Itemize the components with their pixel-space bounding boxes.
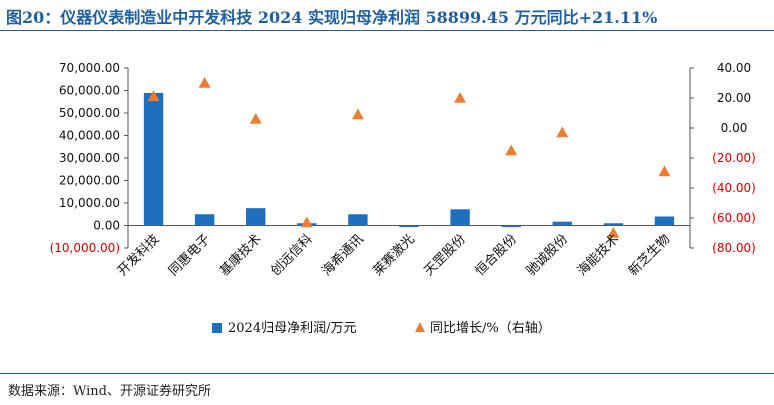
marker-海能技术 — [607, 227, 620, 238]
bar-海希通讯 — [348, 214, 368, 226]
title-divider — [0, 30, 774, 31]
left-tick-label: 30,000.00 — [59, 151, 120, 165]
left-tick-label: 70,000.00 — [59, 61, 120, 75]
bar-恒合股份 — [501, 225, 521, 228]
right-tick-label: (80.00) — [712, 241, 756, 255]
legend-marker-label: 同比增长/%（右轴） — [430, 321, 551, 336]
left-tick-label: 60,000.00 — [59, 84, 120, 98]
marker-基康技术 — [249, 113, 262, 124]
bar-莱赛激光 — [399, 225, 419, 228]
right-tick-label: 20.00 — [717, 91, 751, 105]
right-tick-label: (60.00) — [712, 211, 756, 225]
category-label: 创远信科 — [268, 232, 315, 279]
category-label: 驰诚股份 — [524, 232, 571, 279]
left-tick-label: 20,000.00 — [59, 174, 120, 188]
right-tick-label: 40.00 — [717, 61, 751, 75]
left-tick-label: 40,000.00 — [59, 129, 120, 143]
legend-bar-swatch — [212, 323, 222, 333]
category-label: 海能技术 — [575, 232, 622, 279]
right-tick-label: 0.00 — [721, 121, 748, 135]
chart-title: 图20：仪器仪表制造业中开发科技 2024 实现归母净利润 58899.45 万… — [6, 8, 658, 27]
legend-marker-swatch — [415, 322, 425, 332]
left-tick-label: 10,000.00 — [59, 196, 120, 210]
marker-开发科技 — [147, 90, 160, 102]
legend-bar-label: 2024归母净利润/万元 — [228, 321, 356, 336]
category-label: 新芝生物 — [625, 231, 673, 279]
category-label: 开发科技 — [114, 231, 162, 279]
chart-area: 70,000.00 60,000.00 50,000.00 40,000.00 30,0… — [50, 61, 756, 336]
bar-海能技术 — [603, 223, 624, 226]
marker-天罡股份 — [454, 92, 467, 103]
marker-同惠电子 — [198, 77, 211, 88]
category-label: 天罡股份 — [422, 232, 469, 279]
marker-创远信科 — [300, 216, 313, 228]
category-label: 基康技术 — [216, 231, 264, 279]
right-tick-label: (40.00) — [712, 181, 756, 195]
category-label: 莱赛激光 — [370, 231, 418, 279]
marker-海希通讯 — [351, 108, 364, 120]
category-label: 同惠电子 — [166, 232, 213, 279]
left-tick-label: 50,000.00 — [59, 106, 120, 120]
data-source: 数据来源：Wind、开源证券研究所 — [8, 384, 211, 399]
category-label: 恒合股份 — [473, 232, 520, 279]
category-label: 海希通讯 — [319, 232, 366, 279]
marker-驰诚股份 — [556, 126, 569, 138]
bar-基康技术 — [246, 208, 266, 226]
left-tick-label: (10,000.00) — [50, 241, 120, 255]
source-divider — [0, 373, 774, 374]
bar-天罡股份 — [450, 209, 470, 226]
bar-开发科技 — [143, 92, 164, 226]
marker-新芝生物 — [658, 165, 671, 177]
bar-驰诚股份 — [552, 221, 572, 226]
left-tick-label: 0.00 — [93, 219, 120, 233]
bar-同惠电子 — [194, 214, 215, 226]
right-tick-label: (20.00) — [712, 151, 756, 165]
marker-恒合股份 — [505, 144, 518, 156]
bar-新芝生物 — [654, 216, 675, 226]
